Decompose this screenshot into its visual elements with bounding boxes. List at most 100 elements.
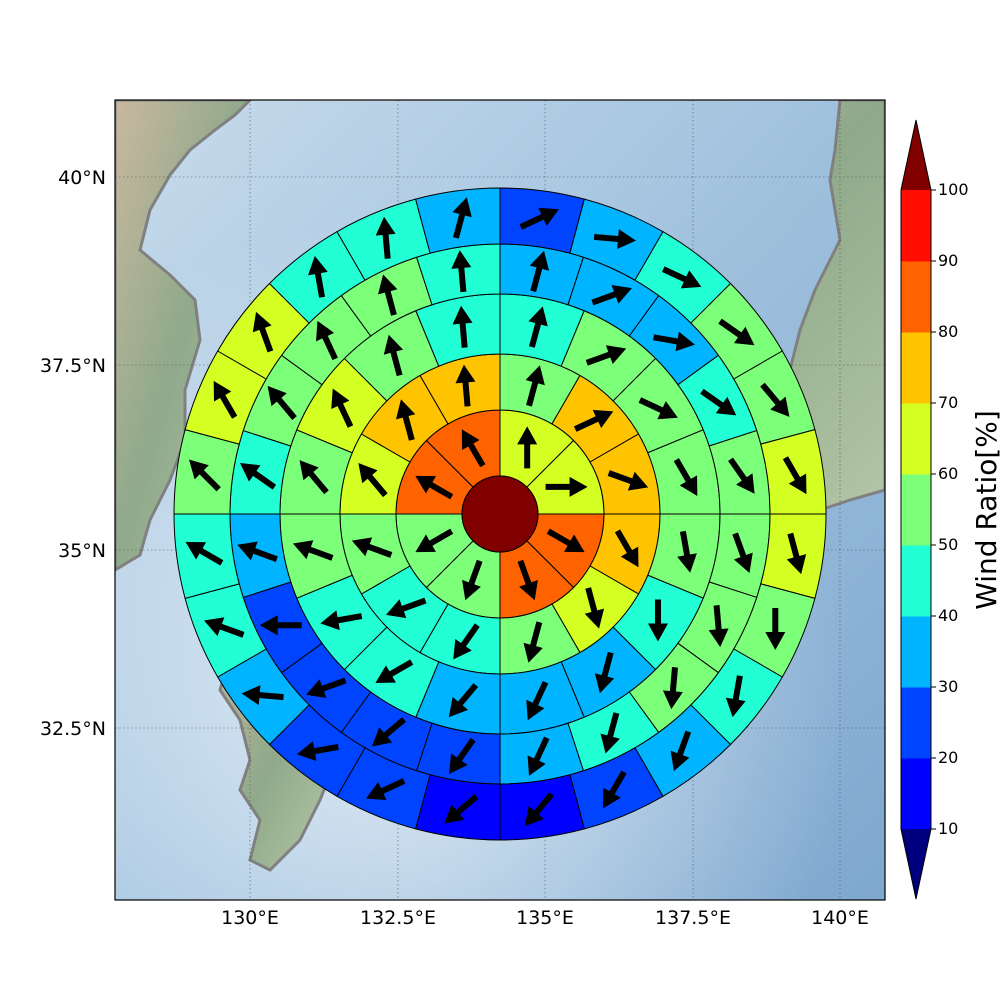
wind-arrow-icon <box>308 255 328 298</box>
colorbar-segment <box>901 474 931 546</box>
wind-arrow-icon <box>782 456 807 495</box>
wind-arrow-icon <box>524 792 555 827</box>
wind-arrow-icon <box>725 675 746 718</box>
wind-arrow-icon <box>607 470 649 491</box>
wind-arrow-icon <box>185 541 224 566</box>
wind-arrow-icon <box>371 717 407 747</box>
wind-arrow-icon <box>525 365 545 407</box>
colorbar-segment <box>901 687 931 759</box>
wind-arrow-icon <box>415 528 454 553</box>
wind-arrow-icon <box>523 621 543 663</box>
wind-arrow-icon <box>455 364 476 407</box>
wind-arrow-icon <box>462 559 483 601</box>
colorbar-segment <box>901 332 931 404</box>
colorbar-under-arrow <box>901 829 931 899</box>
wind-arrow-icon <box>573 409 614 432</box>
wind-arrow-icon <box>204 617 245 638</box>
wind-arrow-icon <box>718 318 755 346</box>
wind-arrow-icon <box>320 610 363 631</box>
wind-arrow-icon <box>614 529 639 568</box>
wind-arrow-icon <box>673 458 698 496</box>
colorbar-tick-label: 20 <box>938 748 958 767</box>
colorbar-tick-label: 10 <box>938 819 958 838</box>
colorbar-tick-label: 60 <box>938 464 958 483</box>
wind-arrow-icon <box>708 605 729 648</box>
wind-arrow-icon <box>415 475 454 500</box>
lon-tick-label: 132.5°E <box>360 907 436 929</box>
colorbar-segment <box>901 261 931 333</box>
wind-arrow-icon <box>600 712 620 754</box>
lon-tick-label: 130°E <box>221 907 279 929</box>
wind-arrow-icon <box>728 457 755 494</box>
wind-arrow-icon <box>259 615 302 636</box>
wind-arrow-icon <box>452 305 473 348</box>
wind-arrow-icon <box>591 284 632 306</box>
wind-arrow-icon <box>517 426 538 469</box>
wind-arrow-icon <box>528 306 548 348</box>
wind-arrow-icon <box>448 683 479 718</box>
map-frame <box>114 99 886 901</box>
korea-landmass <box>115 100 253 572</box>
wind-arrow-icon <box>461 429 486 468</box>
wind-arrow-icon <box>529 250 550 293</box>
wind-arrow-icon <box>594 651 615 694</box>
wind-arrow-icon <box>647 599 668 642</box>
wind-arrow-icon <box>546 528 585 553</box>
wind-arrow-icon <box>517 559 538 601</box>
colorbar <box>900 119 936 900</box>
wind-arrow-icon <box>732 532 753 573</box>
wind-arrow-icon <box>237 541 278 562</box>
wind-arrow-icon <box>585 345 627 366</box>
wind-arrow-icon <box>241 685 284 706</box>
wind-arrow-icon <box>593 229 636 249</box>
wind-arrow-icon <box>603 770 627 809</box>
colorbar-tick-label: 50 <box>938 535 958 554</box>
colorbar-tick-label: 90 <box>938 251 958 270</box>
wind-vectors <box>185 197 807 827</box>
colorbar-segment <box>901 190 931 262</box>
wind-arrow-icon <box>358 462 388 498</box>
colorbar-tick-label: 80 <box>938 322 958 341</box>
wind-arrow-icon <box>383 334 404 377</box>
wind-arrow-icon <box>395 399 416 441</box>
wind-arrow-icon <box>299 460 329 495</box>
lat-tick-label: 37.5°N <box>40 355 106 377</box>
wind-arrow-icon <box>385 597 427 619</box>
wind-arrow-icon <box>375 216 396 259</box>
wind-arrow-icon <box>584 587 605 629</box>
wind-arrow-icon <box>662 667 683 710</box>
lat-tick-label: 32.5°N <box>40 718 106 740</box>
wind-arrow-icon <box>444 794 479 824</box>
wind-arrow-icon <box>213 380 238 419</box>
sector-cell <box>173 429 240 515</box>
colorbar-over-arrow <box>901 120 931 190</box>
wind-arrow-icon <box>638 397 678 420</box>
wind-arrow-icon <box>296 741 339 761</box>
wind-arrow-icon <box>366 778 406 801</box>
wind-arrow-icon <box>188 459 221 492</box>
lat-tick-label: 40°N <box>58 167 106 189</box>
colorbar-tick-label: 100 <box>938 180 969 199</box>
center-disc <box>461 475 539 553</box>
wind-arrow-icon <box>662 266 702 289</box>
wind-arrow-icon <box>378 274 398 316</box>
colorbar-segment <box>901 545 931 617</box>
center-cell <box>461 475 539 553</box>
sector-cell <box>415 774 501 841</box>
wind-arrow-icon <box>760 382 790 417</box>
lon-tick-label: 135°E <box>516 907 574 929</box>
colorbar-ticks: 10 20 30 40 50 60 70 80 90 100 <box>938 180 969 838</box>
wind-arrow-icon <box>677 530 697 573</box>
wind-arrow-icon <box>700 388 737 416</box>
wind-arrow-icon <box>252 311 274 353</box>
sector-cell <box>499 187 585 254</box>
wind-arrow-icon <box>519 207 559 230</box>
wind-arrow-icon <box>452 197 472 239</box>
wind-arrow-icon <box>545 476 588 497</box>
wind-arrow-icon <box>670 730 692 772</box>
wind-arrow-icon <box>526 680 549 721</box>
wind-arrow-icon <box>292 540 334 561</box>
wind-arrow-icon <box>306 677 347 699</box>
wind-arrow-icon <box>331 388 354 428</box>
